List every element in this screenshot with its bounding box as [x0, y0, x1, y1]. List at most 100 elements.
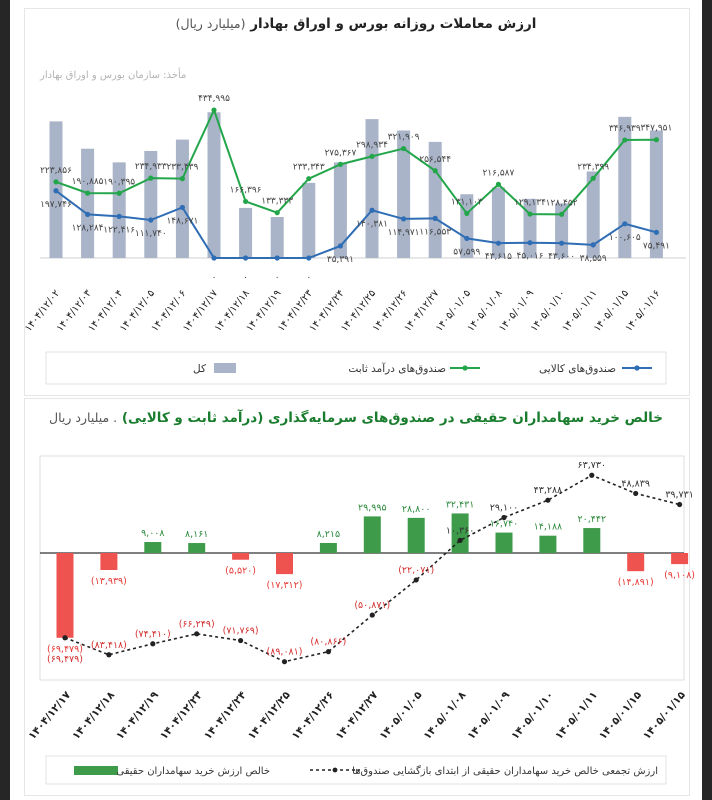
chart1-label-fixed-income: ۲۵۶,۵۴۴: [419, 155, 451, 165]
chart2-bar: [451, 513, 469, 553]
chart2-x-tick: ۱۴۰۴/۱۲/۱۹: [114, 689, 161, 742]
chart1-label-commodity: ۱۴۸,۶۷۱: [166, 216, 198, 226]
chart2-x-tick: ۱۴۰۵/۰۱/۱۱: [553, 689, 600, 742]
chart1-label-commodity: ۴۵,۰۱۶: [516, 252, 543, 262]
chart2-line-label: ۴۳,۲۸۸: [534, 485, 563, 496]
chart2-bar-label: (۱۷,۳۱۲): [267, 580, 303, 591]
chart1-point-fixed-income: [306, 176, 312, 182]
chart1-label-fixed-income: ۳۴۷,۹۵۱: [640, 124, 672, 134]
chart2-bar-label: (۵,۵۲۰): [225, 566, 256, 577]
chart2-legend-line: ارزش تجمعی خالص خرید سهامداران حقیقی از …: [352, 765, 658, 777]
chart2-bar-label: ۹,۰۰۸: [141, 528, 164, 539]
report-frame: ارزش معاملات روزانه بورس و اوراق بهادار …: [10, 0, 702, 800]
chart2-bar-label: (۶۹,۴۷۹): [47, 644, 83, 655]
chart2-bar-label: ۱۴,۱۸۸: [534, 522, 563, 533]
chart1-bar-total: [333, 162, 347, 258]
chart1-label-commodity: ۰: [306, 273, 311, 283]
chart2-bar-label: ۸,۱۶۱: [185, 529, 208, 540]
chart1-point-commodity: [53, 188, 59, 194]
chart2-cumulative-point: [369, 612, 375, 618]
chart1-point-fixed-income: [432, 168, 438, 174]
chart1-legend-total: کل: [193, 363, 206, 375]
chart2-line-label: ۱۰,۳۶۰: [446, 525, 475, 536]
chart1-label-commodity: ۱۰۰,۶۰۵: [609, 233, 641, 243]
chart1-bar-total: [365, 119, 379, 258]
chart2-bar-label: (۱۳,۹۳۹): [91, 576, 127, 587]
chart1-point-commodity: [432, 215, 438, 221]
chart2-legend-box: [45, 755, 667, 785]
chart2-bar-label: ۳۲,۴۳۱: [446, 499, 475, 510]
chart1-label-fixed-income: ۲۱۶,۵۸۷: [482, 168, 514, 178]
chart2-cumulative-point: [677, 501, 683, 508]
chart1-point-fixed-income: [53, 179, 59, 185]
chart2-bar: [144, 542, 162, 553]
chart1-point-commodity: [306, 255, 312, 261]
chart2-x-tick: ۱۴۰۴/۱۲/۱۸: [70, 689, 117, 742]
chart1-title-text: ارزش معاملات روزانه بورس و اوراق بهادار: [250, 16, 537, 32]
chart1-point-fixed-income: [495, 181, 501, 187]
chart2-line-label: ۲۹,۱۰۰: [490, 502, 519, 513]
chart1-line-fixed-income: [55, 107, 657, 216]
chart1-point-commodity: [116, 213, 122, 219]
chart1-point-commodity: [148, 217, 154, 223]
chart2-bar: [539, 535, 557, 553]
chart1-point-commodity: [337, 243, 343, 249]
chart-card-2: [24, 398, 690, 796]
chart1-bar-total: [649, 130, 663, 258]
chart1-label-commodity: ۳۵,۳۹۱: [327, 255, 354, 265]
chart2-bar: [671, 553, 689, 565]
chart1-point-commodity: [622, 221, 628, 227]
chart1-title-unit: (میلیارد ریال): [175, 16, 246, 31]
chart1-legend-swatch-total: [214, 363, 236, 373]
chart1-bar-total: [302, 182, 316, 258]
chart1-label-fixed-income: ۲۳۴,۹۳۳: [135, 162, 167, 172]
chart1-line-commodity: [55, 189, 657, 259]
chart1-bar-total: [555, 203, 569, 258]
chart1-legend-box: [45, 351, 667, 385]
chart1-point-fixed-income: [527, 211, 533, 217]
chart2-x-tick: ۱۴۰۵/۰۱/۱۵: [641, 689, 688, 742]
chart1-label-commodity: ۱۲۸,۲۸۴: [72, 223, 104, 233]
chart1-point-fixed-income: [464, 210, 470, 217]
chart1-point-fixed-income: [211, 107, 217, 113]
chart2-legend-marker-line: [332, 767, 338, 773]
chart2-cumulative-point: [194, 631, 200, 637]
chart1-point-commodity: [464, 235, 470, 242]
chart1-point-commodity: [274, 255, 280, 261]
chart1-label-fixed-income: ۱۹۰,۸۸۵: [72, 177, 104, 187]
chart1-title: ارزش معاملات روزانه بورس و اوراق بهادار …: [10, 16, 702, 32]
chart2-bar: [56, 553, 74, 638]
chart2-line-label: (۵۰,۸۷۱): [354, 600, 390, 611]
chart2-x-tick: ۱۴۰۵/۰۱/۰۸: [421, 689, 468, 742]
chart1-label-commodity: ۰: [275, 273, 280, 283]
chart1-point-commodity: [527, 240, 533, 246]
chart2-cumulative-point: [238, 637, 244, 644]
chart2-cumulative-point: [106, 652, 112, 658]
chart2-x-tick: ۱۴۰۴/۱۲/۲۵: [246, 689, 293, 742]
chart1-bar-total: [618, 116, 632, 258]
chart1-label-fixed-income: ۱۶۶,۳۹۶: [230, 185, 262, 195]
chart1-legend-commodity: صندوق‌های کالایی: [539, 363, 616, 375]
chart1-point-fixed-income: [243, 198, 249, 205]
chart2-title-text: خالص خرید سهامداران حقیقی در صندوق‌های س…: [121, 410, 663, 426]
chart1-label-commodity: ۱۱۱,۷۴۰: [135, 229, 167, 239]
chart2-line-label: ۳۹,۷۳۱: [665, 490, 694, 501]
chart1-label-fixed-income: ۲۹۸,۹۳۴: [356, 140, 388, 150]
chart2-legend-bars: خالص ارزش خرید سهامداران حقیقی: [116, 766, 270, 777]
chart1-point-fixed-income: [590, 175, 596, 181]
chart2-cumulative-point: [589, 472, 595, 478]
chart2-bar-label: (۱۴,۸۹۱): [618, 577, 654, 588]
chart2-bar-label: ۸,۲۱۵: [317, 529, 340, 540]
chart1-label-commodity: ۰: [212, 273, 217, 283]
chart2-cumulative-point: [62, 635, 68, 641]
chart2-cumulative-point: [413, 577, 419, 583]
chart1-point-fixed-income: [653, 137, 660, 143]
chart1-bar-total: [207, 112, 221, 259]
chart2-line-label: (۸۹,۰۸۱): [267, 647, 303, 658]
chart2-line-label: (۶۶,۲۴۹): [179, 619, 215, 630]
chart2-bar: [276, 553, 293, 575]
chart1-label-fixed-income: ۱۹۰,۳۹۵: [103, 177, 135, 187]
chart1-label-fixed-income: ۱۳۳,۳۳۳: [261, 197, 293, 207]
chart2-x-tick: ۱۴۰۵/۰۱/۱۰: [509, 689, 556, 742]
chart2-bar-label: ۱۶,۷۴۰: [490, 519, 519, 530]
